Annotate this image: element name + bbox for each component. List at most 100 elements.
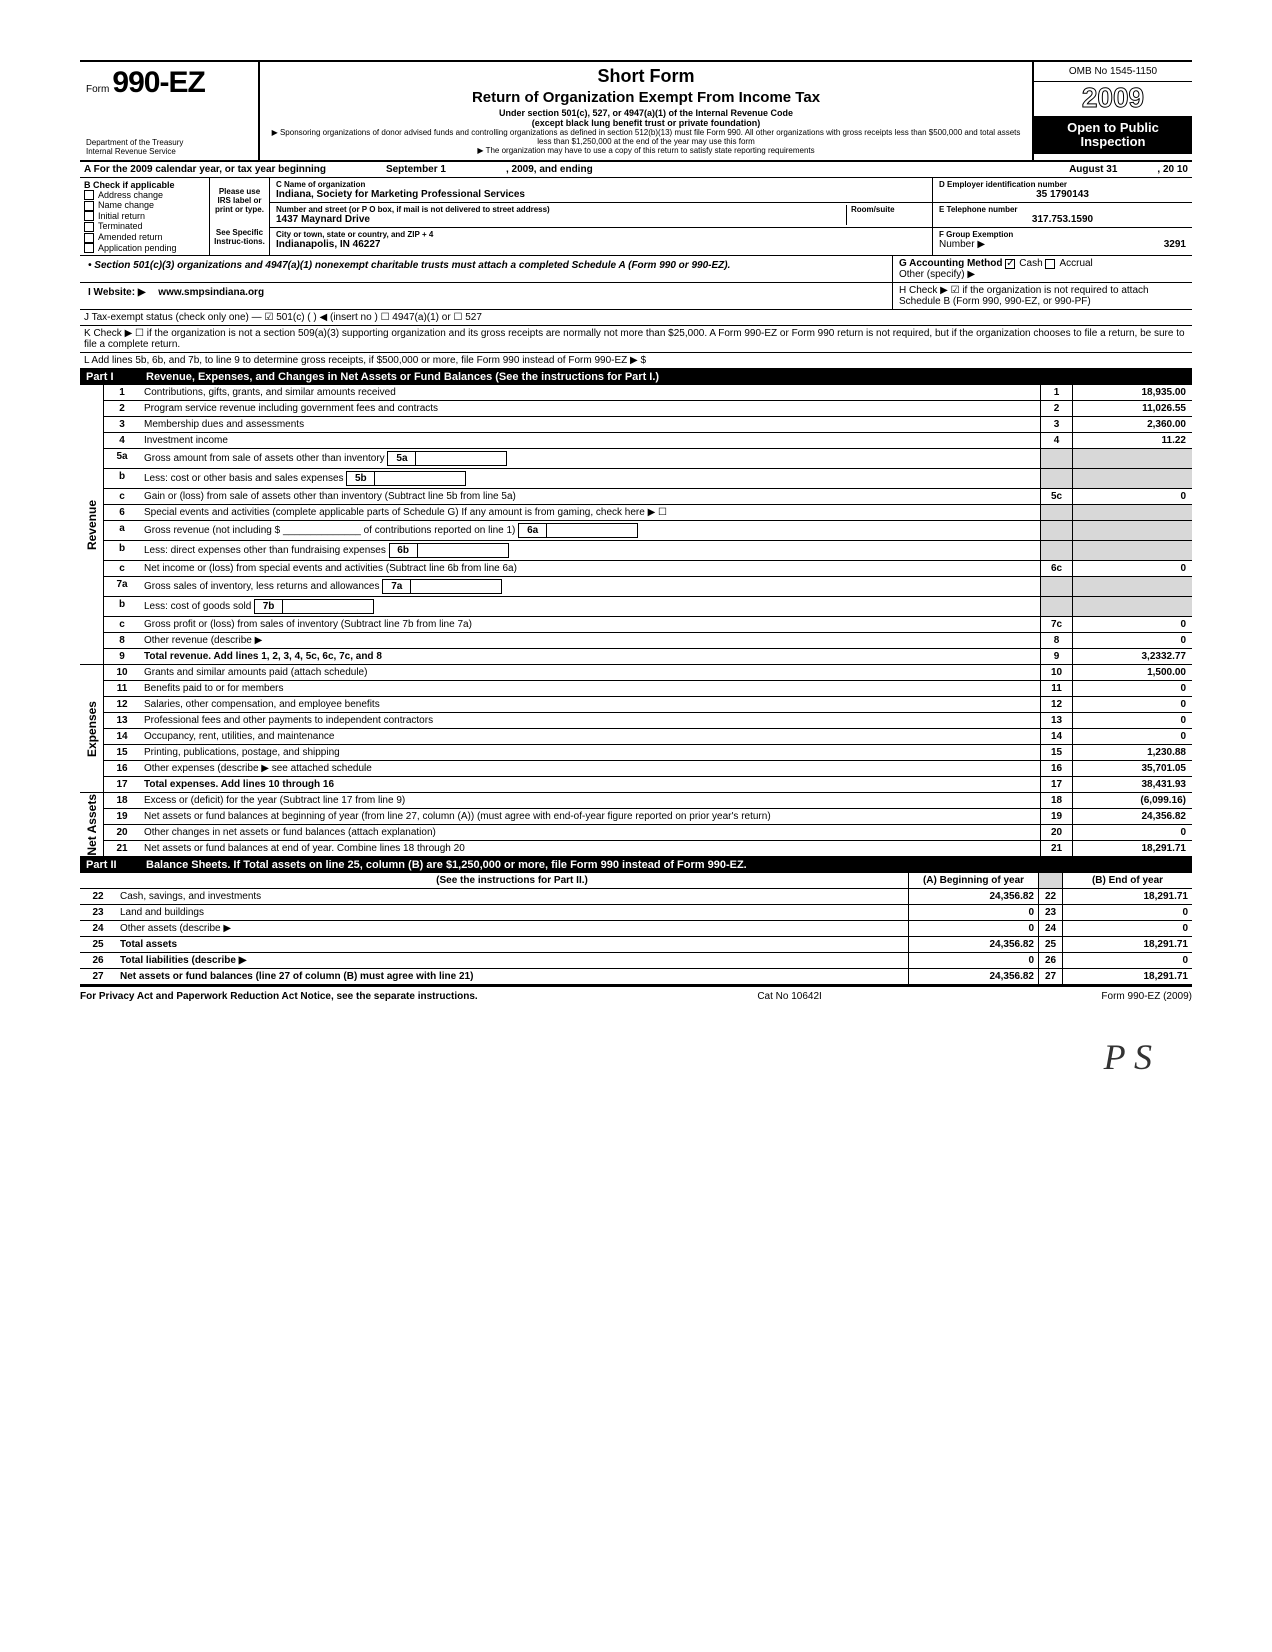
part-2-instr: (See the instructions for Part II.) [116, 873, 908, 888]
line-16-no: 16 [104, 761, 140, 776]
l-text: L Add lines 5b, 6b, and 7b, to line 9 to… [84, 355, 646, 366]
please-1: Please use IRS label or print or type. [212, 187, 267, 214]
line-14-amt: 0 [1072, 729, 1192, 744]
lbl-cash: Cash [1019, 258, 1042, 269]
j-text: J Tax-exempt status (check only one) — ☑… [84, 312, 482, 323]
g-accounting: G Accounting Method Cash Accrual Other (… [892, 256, 1192, 282]
checkbox-address-change[interactable] [84, 190, 94, 200]
line-3-amt: 2,360.00 [1072, 417, 1192, 432]
bal-24-no: 24 [80, 921, 116, 936]
line-18-desc: Excess or (deficit) for the year (Subtra… [140, 793, 1040, 808]
line-15-desc: Printing, publications, postage, and shi… [140, 745, 1040, 760]
dept-treasury: Department of the Treasury [86, 138, 252, 147]
line-11-no: 11 [104, 681, 140, 696]
row-ih: I Website: ▶ www.smpsindiana.org H Check… [80, 283, 1192, 310]
line-19-no: 19 [104, 809, 140, 824]
bal-27-no: 27 [80, 969, 116, 984]
bal-25-b: 18,291.71 [1062, 937, 1192, 952]
line-11-amt: 0 [1072, 681, 1192, 696]
line-20-no: 20 [104, 825, 140, 840]
lbl-name-change: Name change [98, 200, 154, 210]
tax-year: 2009 [1034, 82, 1192, 117]
line-14-box: 14 [1040, 729, 1072, 744]
k-text: K Check ▶ ☐ if the organization is not a… [84, 328, 1188, 350]
bal-22-no: 22 [80, 889, 116, 904]
line-11-box: 11 [1040, 681, 1072, 696]
line-5a-ib: 5a [388, 452, 416, 465]
line-16-box: 16 [1040, 761, 1072, 776]
line-4-box: 4 [1040, 433, 1072, 448]
expenses-section: Expenses 10Grants and similar amounts pa… [80, 665, 1192, 793]
line-16-desc: Other expenses (describe ▶ see attached … [140, 761, 1040, 776]
checkbox-pending[interactable] [84, 243, 94, 253]
header-note-2: ▶ The organization may have to use a cop… [268, 146, 1024, 155]
line-17-desc: Total expenses. Add lines 10 through 16 [140, 777, 1040, 792]
section-501c3-note: • Section 501(c)(3) organizations and 49… [80, 256, 892, 282]
checkbox-amended[interactable] [84, 233, 94, 243]
revenue-section: Revenue 1Contributions, gifts, grants, a… [80, 385, 1192, 665]
bal-23-no: 23 [80, 905, 116, 920]
bal-26-b: 0 [1062, 953, 1192, 968]
h-check: H Check ▶ ☑ if the organization is not r… [892, 283, 1192, 309]
line-9-no: 9 [104, 649, 140, 664]
checkbox-accrual[interactable] [1045, 259, 1055, 269]
inspection-text: Inspection [1036, 135, 1190, 149]
line-7c-no: c [104, 617, 140, 632]
row-a-mid: , 2009, and ending [506, 164, 593, 175]
netassets-section: Net Assets 18Excess or (deficit) for the… [80, 793, 1192, 857]
bal-25-desc: Total assets [116, 937, 908, 952]
section-note-text: • Section 501(c)(3) organizations and 49… [88, 260, 884, 271]
line-13-desc: Professional fees and other payments to … [140, 713, 1040, 728]
checkbox-initial-return[interactable] [84, 211, 94, 221]
bal-24-a: 0 [908, 921, 1038, 936]
checkbox-terminated[interactable] [84, 222, 94, 232]
line-13-amt: 0 [1072, 713, 1192, 728]
line-10-amt: 1,500.00 [1072, 665, 1192, 680]
line-19-box: 19 [1040, 809, 1072, 824]
line-7b-desc: Less: cost of goods sold [144, 601, 251, 612]
header-right: OMB No 1545-1150 2009 Open to Public Ins… [1032, 62, 1192, 160]
line-2-no: 2 [104, 401, 140, 416]
c-room-lbl: Room/suite [851, 205, 926, 214]
e-lbl: E Telephone number [939, 205, 1186, 214]
line-1-no: 1 [104, 385, 140, 400]
line-10-box: 10 [1040, 665, 1072, 680]
lbl-initial-return: Initial return [98, 211, 145, 221]
title-return: Return of Organization Exempt From Incom… [268, 89, 1024, 106]
lbl-accrual: Accrual [1059, 258, 1092, 269]
footer-form: Form 990-EZ (2009) [1101, 991, 1192, 1002]
line-20-desc: Other changes in net assets or fund bala… [140, 825, 1040, 840]
line-7a-desc: Gross sales of inventory, less returns a… [144, 581, 379, 592]
title-short-form: Short Form [268, 66, 1024, 87]
line-20-amt: 0 [1072, 825, 1192, 840]
line-9-box: 9 [1040, 649, 1072, 664]
line-7b-no: b [104, 597, 140, 616]
bal-24-desc: Other assets (describe ▶ [116, 921, 908, 936]
line-15-box: 15 [1040, 745, 1072, 760]
line-7c-desc: Gross profit or (loss) from sales of inv… [140, 617, 1040, 632]
line-21-desc: Net assets or fund balances at end of ye… [140, 841, 1040, 856]
bal-27-b: 18,291.71 [1062, 969, 1192, 984]
line-6c-no: c [104, 561, 140, 576]
entity-info-block: B Check if applicable Address change Nam… [80, 178, 1192, 257]
line-3-no: 3 [104, 417, 140, 432]
checkbox-cash[interactable] [1005, 259, 1015, 269]
col-please: Please use IRS label or print or type. S… [210, 178, 270, 256]
c-street-lbl: Number and street (or P O box, if mail i… [276, 205, 846, 214]
lbl-pending: Application pending [98, 243, 177, 253]
line-7c-box: 7c [1040, 617, 1072, 632]
line-5c-no: c [104, 489, 140, 504]
d-lbl: D Employer identification number [939, 180, 1186, 189]
line-21-amt: 18,291.71 [1072, 841, 1192, 856]
line-14-no: 14 [104, 729, 140, 744]
line-10-desc: Grants and similar amounts paid (attach … [140, 665, 1040, 680]
handwritten-initials: P S [80, 1036, 1192, 1078]
line-15-no: 15 [104, 745, 140, 760]
phone-value: 317.753.1590 [939, 214, 1186, 225]
line-5c-box: 5c [1040, 489, 1072, 504]
part-2-col-headers: (See the instructions for Part II.) (A) … [80, 873, 1192, 889]
col-b-checkboxes: B Check if applicable Address change Nam… [80, 178, 210, 256]
bal-24-b: 0 [1062, 921, 1192, 936]
checkbox-name-change[interactable] [84, 201, 94, 211]
i-lbl: I Website: ▶ [88, 287, 146, 298]
